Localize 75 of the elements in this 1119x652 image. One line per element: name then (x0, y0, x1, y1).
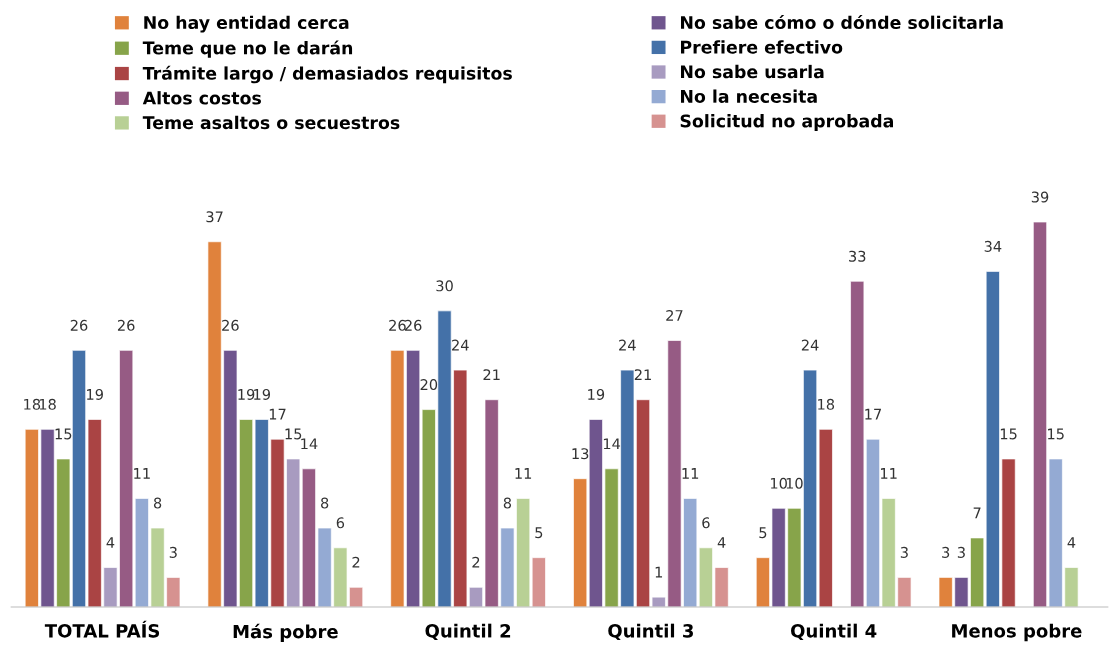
data-label: 1 (655, 566, 663, 578)
legend-label: No hay entidad cerca (144, 15, 349, 33)
data-label: 18 (24, 398, 41, 410)
data-label: 14 (301, 438, 318, 450)
x-tick-label: TOTAL PAÍS (44, 620, 160, 638)
data-label: 24 (452, 339, 469, 351)
data-label: 27 (666, 309, 683, 321)
data-label: 11 (682, 468, 699, 479)
data-label: 26 (70, 319, 88, 331)
data-label: 3 (169, 546, 177, 558)
data-label: 19 (238, 388, 255, 400)
bar (573, 478, 588, 608)
data-label: 24 (619, 339, 636, 351)
data-label: 19 (87, 388, 103, 400)
data-label: 34 (984, 240, 1002, 252)
data-label: 3 (957, 546, 965, 558)
data-label: 2 (352, 556, 360, 568)
data-label: 5 (759, 527, 767, 539)
data-label: 14 (603, 438, 621, 450)
data-label: 19 (588, 388, 605, 400)
x-tick-label: Quintil 3 (608, 623, 693, 641)
x-tick-label: Quintil 2 (425, 623, 511, 641)
data-label: 39 (1031, 191, 1049, 203)
data-label: 15 (55, 428, 72, 440)
data-label: 20 (420, 379, 438, 391)
data-label: 3 (900, 546, 908, 558)
data-label: 21 (483, 369, 500, 381)
legend-label: Prefiere efectivo (681, 40, 843, 54)
data-label: 21 (634, 369, 651, 381)
legend-label: No sabe usarla (681, 64, 824, 79)
data-label: 17 (865, 408, 881, 420)
bar (531, 557, 546, 608)
data-label: 8 (503, 497, 512, 509)
data-label: 5 (535, 527, 543, 539)
data-label: 15 (285, 428, 302, 440)
data-label: 4 (717, 537, 726, 548)
data-label: 3 (942, 546, 950, 558)
data-label: 11 (880, 468, 897, 479)
data-label: 4 (1067, 537, 1076, 548)
x-tick-label: Quintil 4 (791, 623, 877, 641)
legend-label: Trámite largo / demasiados requisitos (142, 65, 512, 84)
legend-label: No sabe cómo o dónde solicitarla (681, 14, 1003, 30)
legend-label: Teme que no le darán (142, 40, 353, 58)
legend-label: Solicitud no aprobada (680, 114, 893, 131)
data-label: 30 (436, 280, 453, 292)
data-label: 18 (39, 398, 56, 410)
data-label: 8 (153, 497, 162, 509)
data-label: 10 (770, 477, 787, 489)
data-label: 26 (117, 319, 135, 331)
data-label: 33 (849, 250, 866, 262)
data-label: 26 (222, 319, 239, 331)
data-label: 8 (320, 497, 329, 509)
legend-label: No la necesita (681, 89, 817, 103)
x-tick-label: Más pobre (233, 623, 338, 642)
data-label: 7 (973, 507, 981, 519)
legend-label: Altos costos (142, 91, 261, 105)
data-label: 2 (472, 556, 480, 568)
data-label: 19 (254, 388, 271, 400)
data-label: 6 (336, 517, 345, 529)
data-label: 4 (106, 537, 115, 548)
data-label: 17 (269, 408, 286, 420)
data-label: 15 (1000, 428, 1017, 440)
data-label: 11 (515, 468, 532, 479)
data-label: 26 (404, 319, 422, 331)
data-label: 11 (134, 468, 150, 479)
data-label: 13 (572, 448, 589, 460)
data-label: 18 (818, 398, 835, 410)
data-label: 24 (801, 339, 819, 351)
data-label: 37 (206, 211, 223, 223)
data-label: 26 (389, 319, 406, 331)
data-label: 6 (702, 517, 710, 529)
legend-label: Teme asaltos o secuestros (142, 115, 400, 130)
x-tick-label: Menos pobre (952, 623, 1082, 642)
data-label: 10 (786, 477, 803, 489)
data-label: 15 (1048, 428, 1064, 440)
